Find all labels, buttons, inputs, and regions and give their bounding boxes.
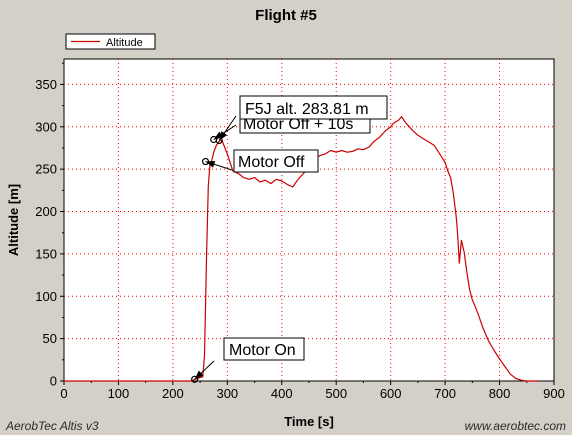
grid-lines: [64, 59, 554, 381]
x-tick-label: 800: [489, 386, 511, 401]
x-tick-label: 700: [434, 386, 456, 401]
altitude-series-line: [64, 115, 538, 382]
y-tick-label: 200: [35, 204, 57, 219]
y-tick-label: 50: [43, 331, 57, 346]
annotation-marker: [201, 157, 210, 166]
series-layer: [64, 115, 538, 382]
annotation-label-box: [239, 95, 388, 120]
annotation-motor-off: Motor Off: [201, 149, 319, 173]
annotation-marker: [191, 375, 199, 383]
annotation-f5j-alt: F5J alt. 283.81 m: [215, 95, 388, 145]
footer-right-text: www.aerobtec.com: [465, 419, 566, 433]
x-tick-label: 500: [325, 386, 347, 401]
annotation-label-text: Motor Off + 10s: [243, 116, 353, 133]
x-tick-label: 400: [271, 386, 293, 401]
legend: Altitude: [65, 33, 156, 50]
y-tick-label: 0: [50, 374, 57, 389]
y-axis-title: Altitude [m]: [6, 184, 21, 256]
legend-label: Altitude: [106, 37, 143, 49]
y-tick-label: 150: [35, 246, 57, 261]
annotation-label-box: [233, 149, 319, 173]
y-tick-label: 250: [35, 162, 57, 177]
x-tick-label: 0: [60, 386, 67, 401]
annotation-label-text: F5J alt. 283.81 m: [245, 101, 369, 118]
axis-ticks: 0 100 200 300 400 500 600 700 800 900 0 50 100 150 200…: [35, 62, 565, 401]
footer-left-text: AerobTec Altis v3: [5, 419, 99, 433]
annotation-marker: [215, 136, 223, 145]
annotation-label-text: Motor On: [229, 342, 296, 359]
x-axis-title: Time [s]: [284, 414, 334, 429]
y-tick-label: 350: [35, 77, 57, 92]
y-tick-label: 300: [35, 119, 57, 134]
x-tick-label: 300: [216, 386, 238, 401]
x-tick-label: 600: [380, 386, 402, 401]
annotation-label-box: [223, 337, 305, 361]
x-tick-label: 900: [543, 386, 565, 401]
y-tick-label: 100: [35, 289, 57, 304]
chart-title: Flight #5: [255, 7, 317, 24]
annotation-label-text: Motor Off: [238, 154, 305, 171]
x-tick-label: 100: [108, 386, 130, 401]
annotation-motor-on: Motor On: [191, 337, 305, 383]
x-tick-label: 200: [162, 386, 184, 401]
legend-box: [65, 33, 156, 50]
